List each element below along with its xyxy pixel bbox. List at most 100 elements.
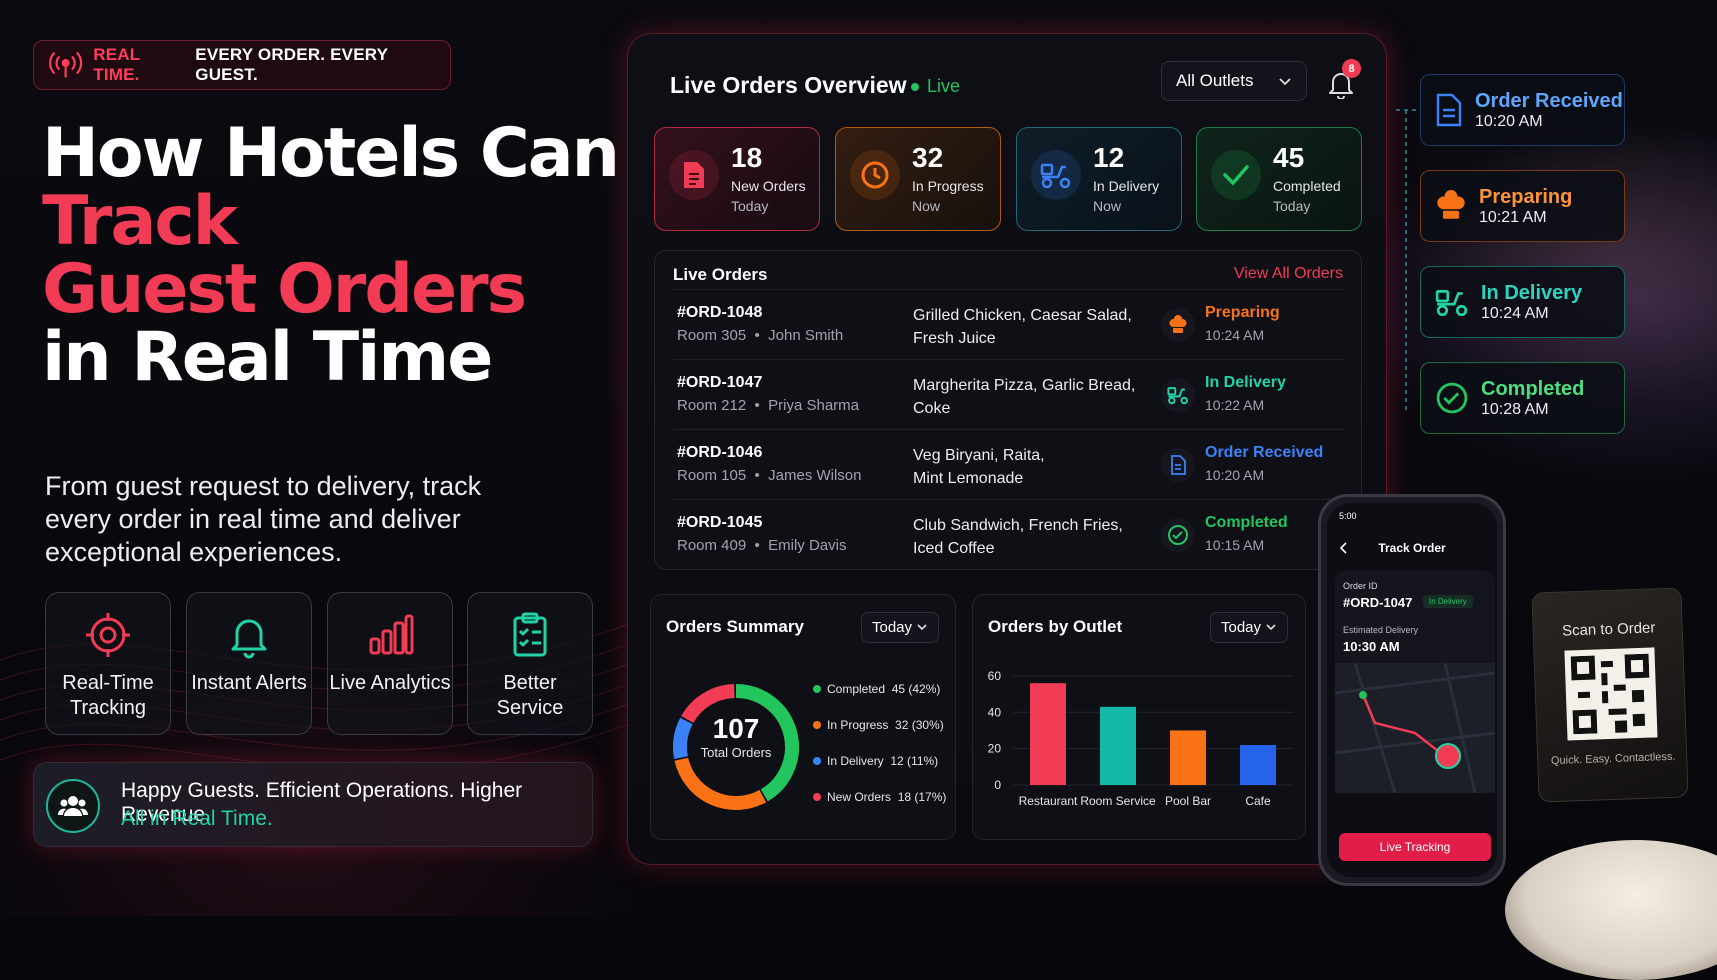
- bar-chart: 0 20 40 60 Restaurant Room Service Pool Bar Caf…: [988, 669, 1293, 808]
- room-number: Room 409: [677, 537, 747, 554]
- phone-mockup: 5:00 Track Order Order ID #ORD-1047 In D…: [1318, 494, 1506, 886]
- x-tick-label: Restaurant: [1019, 794, 1078, 808]
- order-time: 10:24 AM: [1205, 327, 1265, 343]
- stat-label: In Delivery: [1093, 178, 1160, 194]
- subtitle: From guest request to delivery, track ev…: [45, 471, 482, 567]
- chef-hat-icon: [1161, 308, 1195, 342]
- view-all-orders-link[interactable]: View All Orders: [1233, 265, 1343, 282]
- legend-item: New Orders 18 (17%): [813, 790, 946, 804]
- feature-card-service: Better Service: [467, 592, 593, 735]
- timeline-step-preparing: Preparing 10:21 AM: [1420, 170, 1625, 242]
- page-title: How Hotels Can Track Guest Orders in Rea…: [42, 114, 620, 392]
- x-tick-label: Room Service: [1080, 794, 1156, 808]
- stat-value: 12: [1093, 142, 1125, 173]
- bar-chart-icon: [369, 614, 414, 655]
- stat-value: 45: [1273, 142, 1305, 173]
- order-status: Preparing: [1205, 304, 1280, 321]
- donut-chart: [673, 684, 799, 810]
- order-room: Room 105 • James Wilson: [677, 467, 862, 484]
- timeline-time: 10:21 AM: [1479, 209, 1547, 226]
- guest-name: Priya Sharma: [768, 397, 860, 414]
- notifications-button[interactable]: 8: [1323, 59, 1367, 103]
- feature-card-alerts: Instant Alerts: [186, 592, 312, 735]
- back-arrow-icon[interactable]: [1339, 541, 1349, 555]
- order-items: Grilled Chicken, Caesar Salad, Fresh Juic…: [913, 304, 1143, 350]
- table-row[interactable]: #ORD-1048 Room 305 • John Smith Grilled …: [673, 289, 1345, 359]
- y-tick-label: 20: [988, 742, 1002, 756]
- stat-card-new-orders[interactable]: 18 New Orders Today: [654, 127, 820, 231]
- live-tracking-button[interactable]: Live Tracking: [1339, 833, 1491, 861]
- document-icon: [669, 150, 719, 200]
- notification-count-badge: 8: [1342, 59, 1361, 78]
- live-label: Live: [927, 76, 961, 96]
- order-card: Order ID #ORD-1047 In Delivery Estimated…: [1335, 571, 1495, 793]
- value-banner: Happy Guests. Efficient Operations. High…: [33, 762, 593, 847]
- x-tick-label: Cafe: [1245, 794, 1271, 808]
- bar-restaurant: [1030, 683, 1066, 785]
- title-line-1: How Hotels Can: [42, 114, 620, 193]
- order-items: Club Sandwich, French Fries, Iced Coffee: [913, 514, 1143, 560]
- target-icon: [86, 613, 130, 657]
- order-room: Room 409 • Emily Davis: [677, 537, 847, 554]
- table-row[interactable]: #ORD-1046 Room 105 • James Wilson Veg Bi…: [673, 429, 1345, 499]
- delivery-scooter-icon: [1031, 150, 1081, 200]
- legend-name: In Progress: [827, 718, 889, 732]
- outlet-select[interactable]: All Outlets: [1161, 61, 1307, 101]
- items-line-1: Grilled Chicken, Caesar Salad,: [913, 307, 1132, 324]
- stat-card-in-delivery[interactable]: 12 In Delivery Now: [1016, 127, 1182, 231]
- order-id-value: #ORD-1047: [1343, 595, 1413, 610]
- feature-label: Real-Time Tracking: [62, 672, 154, 719]
- timeline-time: 10:20 AM: [1475, 113, 1543, 130]
- banner-line-1: Happy Guests. Efficient Operations. High…: [121, 779, 523, 826]
- stat-card-completed[interactable]: 45 Completed Today: [1196, 127, 1362, 231]
- orders-by-outlet-title: Orders by Outlet: [988, 617, 1123, 636]
- timeline-step-completed: Completed 10:28 AM: [1420, 362, 1625, 434]
- chef-hat-icon: [1437, 190, 1465, 219]
- guest-name: Emily Davis: [768, 537, 847, 554]
- check-circle-icon: [1161, 518, 1195, 552]
- order-time: 10:22 AM: [1205, 397, 1265, 413]
- y-tick-label: 0: [994, 778, 1001, 792]
- order-time: 10:20 AM: [1205, 467, 1265, 483]
- order-time: 10:15 AM: [1205, 537, 1265, 553]
- delivery-scooter-icon: [1435, 743, 1461, 769]
- bar-cafe: [1240, 745, 1276, 785]
- live-orders-panel: Live Orders View All Orders #ORD-1048 Ro…: [654, 250, 1362, 570]
- order-items: Margherita Pizza, Garlic Bread, Coke: [913, 374, 1143, 420]
- order-room: Room 212 • Priya Sharma: [677, 397, 860, 414]
- tagline-red: REAL TIME.: [93, 45, 141, 84]
- title-line-3: Guest Orders: [42, 250, 527, 329]
- summary-period-select[interactable]: Today: [861, 612, 939, 643]
- timeline-time: 10:28 AM: [1481, 401, 1549, 418]
- timeline-label: In Delivery: [1481, 282, 1583, 304]
- legend-name: In Delivery: [827, 754, 884, 768]
- stat-label: In Progress: [912, 178, 984, 194]
- users-icon: [46, 779, 100, 833]
- outlet-period-select[interactable]: Today: [1210, 612, 1288, 643]
- order-id: #ORD-1046: [677, 444, 763, 461]
- dashboard-title: Live Orders Overview: [670, 72, 907, 98]
- live-indicator: Live: [911, 76, 960, 97]
- banner-line-2: All in Real Time.: [121, 807, 273, 830]
- legend-item: In Delivery 12 (11%): [813, 754, 938, 768]
- qr-stand: Scan to Order Quick. Easy. Contactless.: [1531, 587, 1689, 803]
- order-status: In Delivery: [1205, 374, 1286, 391]
- clipboard-check-icon: [513, 612, 547, 657]
- order-room: Room 305 • John Smith: [677, 327, 844, 344]
- orders-summary-panel: Orders Summary Today 107 Total Orders Co…: [650, 594, 956, 840]
- chevron-down-icon: [917, 624, 927, 631]
- phone-title: Track Order: [1378, 541, 1446, 555]
- table-row[interactable]: #ORD-1047 Room 212 • Priya Sharma Marghe…: [673, 359, 1345, 429]
- qr-stand-caption: Quick. Easy. Contactless.: [1550, 750, 1676, 768]
- stat-value: 18: [731, 142, 763, 173]
- table-row[interactable]: #ORD-1045 Room 409 • Emily Davis Club Sa…: [673, 499, 1345, 569]
- qr-code-icon: [1564, 647, 1658, 741]
- eta-label: Estimated Delivery: [1343, 625, 1419, 635]
- phone-screen: 5:00 Track Order Order ID #ORD-1047 In D…: [1327, 503, 1497, 877]
- timeline-step-received: Order Received 10:20 AM: [1420, 74, 1625, 146]
- tagline-badge: REAL TIME. EVERY ORDER. EVERY GUEST.: [33, 40, 451, 90]
- timeline-label: Preparing: [1479, 186, 1573, 208]
- legend-item: Completed 45 (42%): [813, 682, 940, 696]
- stat-label: Completed: [1273, 178, 1341, 194]
- stat-card-in-progress[interactable]: 32 In Progress Now: [835, 127, 1001, 231]
